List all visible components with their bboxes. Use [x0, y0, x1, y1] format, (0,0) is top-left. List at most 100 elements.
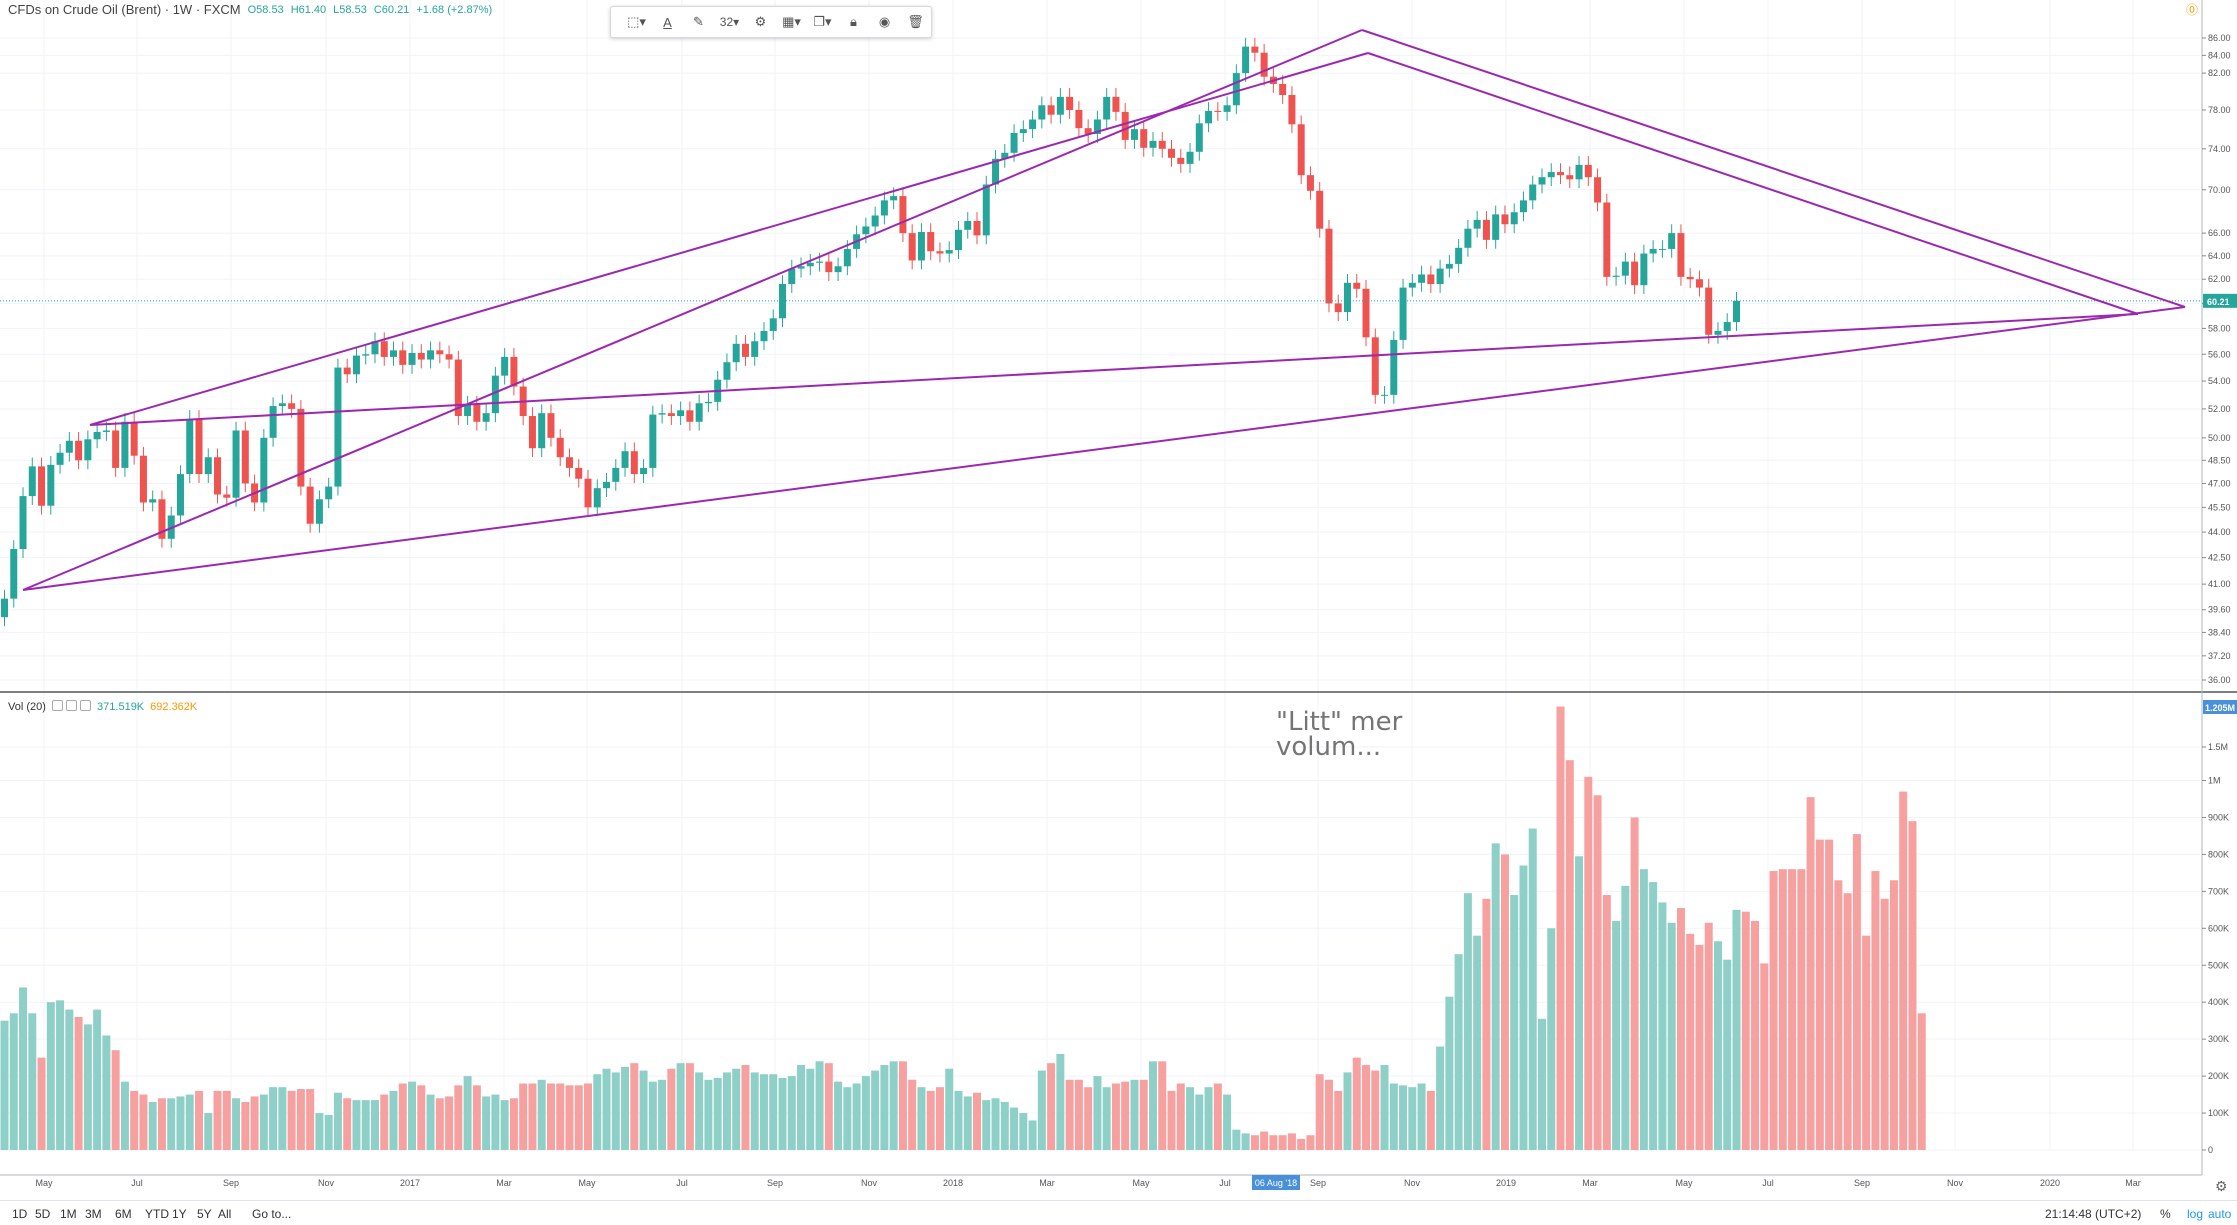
range-all[interactable]: All — [218, 1207, 232, 1221]
high-value: H61.40 — [290, 3, 327, 16]
candle-body — [612, 467, 620, 482]
goto-button[interactable]: Go to... — [252, 1207, 292, 1221]
range-1d[interactable]: 1D — [12, 1207, 28, 1221]
volume-bar — [1213, 1083, 1222, 1150]
volume-bar — [157, 1098, 166, 1150]
volume-bar — [602, 1068, 611, 1150]
fill-icon[interactable]: ▦▾ — [782, 14, 801, 29]
candle-body — [1029, 119, 1037, 130]
candle-body — [399, 350, 407, 365]
range-5d[interactable]: 5D — [35, 1207, 51, 1221]
time-tick-label: Nov — [318, 1178, 335, 1188]
volume-bar — [1324, 1079, 1333, 1150]
eye-icon[interactable]: ◉ — [878, 14, 891, 29]
candle — [797, 257, 805, 278]
price-tick-label: 48.50 — [2208, 455, 2231, 465]
candle — [1418, 265, 1426, 292]
volume-tick-label: 1.5M — [2208, 742, 2228, 752]
candle-body — [1279, 83, 1287, 96]
line-width-select[interactable]: 32 ▾ — [719, 15, 740, 29]
volume-bar — [278, 1087, 287, 1150]
volume-tick-label: 0 — [2208, 1145, 2213, 1155]
candle — [593, 479, 601, 517]
candle — [28, 457, 36, 505]
candle-body — [732, 343, 740, 363]
candle — [1427, 265, 1435, 293]
volume-bar — [945, 1068, 954, 1150]
range-3m[interactable]: 3M — [85, 1207, 102, 1221]
pencil-icon[interactable]: ✎ — [693, 14, 704, 29]
candle — [1390, 331, 1398, 404]
volume-bar — [1158, 1061, 1167, 1150]
candle — [269, 397, 277, 447]
last-price-badge — [2203, 293, 2237, 308]
symbol-title[interactable]: CFDs on Crude Oil (Brent) · 1W · FXCM — [8, 2, 241, 17]
close-value: C60.21 — [373, 3, 410, 16]
lock-icon[interactable]: 🔒︎ — [850, 14, 857, 29]
volume-settings-icon[interactable] — [51, 700, 92, 714]
candle-body — [1177, 157, 1185, 164]
trendline — [89, 52, 1369, 426]
gear-icon[interactable]: ⚙ — [754, 14, 767, 29]
candle-body — [945, 250, 953, 254]
volume-bar — [361, 1100, 370, 1150]
volume-bar — [1547, 928, 1556, 1150]
range-ytd[interactable]: YTD — [145, 1207, 169, 1221]
rectangle-select-icon[interactable]: ⬚▾ — [627, 14, 646, 29]
volume-bar — [1056, 1053, 1065, 1150]
candle — [751, 332, 759, 366]
text-color-icon[interactable]: A — [663, 14, 672, 30]
candle-body — [1492, 214, 1500, 240]
volume-bar — [1269, 1135, 1278, 1150]
candle — [621, 442, 629, 477]
chart-annotation[interactable]: "Litt" mer volum... — [1276, 707, 1403, 762]
candle-body — [1205, 110, 1213, 124]
volume-bar — [1343, 1072, 1352, 1150]
range-1y[interactable]: 1Y — [172, 1207, 187, 1221]
candle-body — [1353, 282, 1361, 289]
trash-icon[interactable]: 🗑︎ — [907, 14, 924, 29]
candle — [630, 442, 638, 483]
candle — [1649, 240, 1657, 263]
volume-bar — [185, 1094, 194, 1150]
volume-bar — [1445, 996, 1454, 1150]
candle-body — [1529, 184, 1537, 201]
volume-bar — [491, 1094, 500, 1150]
range-6m[interactable]: 6M — [115, 1207, 132, 1221]
symbol-header[interactable]: CFDs on Crude Oil (Brent) · 1W · FXCM O5… — [8, 2, 492, 17]
volume-bar — [296, 1089, 305, 1150]
candle-body — [1695, 279, 1703, 288]
chart-settings-icon[interactable]: ⚙ — [2215, 1178, 2228, 1194]
volume-bar — [28, 1013, 37, 1150]
candle — [1279, 75, 1287, 104]
candle — [1705, 278, 1713, 344]
volume-bar — [352, 1100, 361, 1150]
candle-body — [1557, 172, 1565, 176]
candle — [1566, 166, 1574, 189]
volume-bar — [1315, 1074, 1324, 1150]
volume-bar — [1797, 869, 1806, 1150]
candle — [56, 443, 64, 474]
auto-toggle[interactable]: auto — [2208, 1207, 2232, 1221]
volume-header[interactable]: Vol (20) 371.519K 692.362K — [8, 700, 197, 714]
volume-bar — [917, 1087, 926, 1150]
alert-icon[interactable]: ⓪ — [2186, 3, 2199, 17]
candle — [927, 223, 935, 261]
candle — [547, 404, 555, 447]
candle-body — [1195, 123, 1203, 152]
candle — [232, 421, 240, 507]
range-1m[interactable]: 1M — [60, 1207, 77, 1221]
range-5y[interactable]: 5Y — [197, 1207, 212, 1221]
volume-bar — [1528, 828, 1537, 1150]
volume-bar — [1463, 893, 1472, 1150]
volume-bar — [1806, 797, 1815, 1150]
candle-body — [297, 408, 305, 487]
percent-toggle[interactable]: % — [2160, 1207, 2171, 1221]
trendline — [89, 313, 2139, 426]
copy-icon[interactable]: ❐▾ — [813, 14, 832, 29]
log-toggle[interactable]: log — [2187, 1207, 2204, 1221]
candle-body — [93, 431, 101, 440]
volume-label[interactable]: Vol (20) — [8, 701, 46, 713]
candle-body — [1705, 287, 1713, 335]
